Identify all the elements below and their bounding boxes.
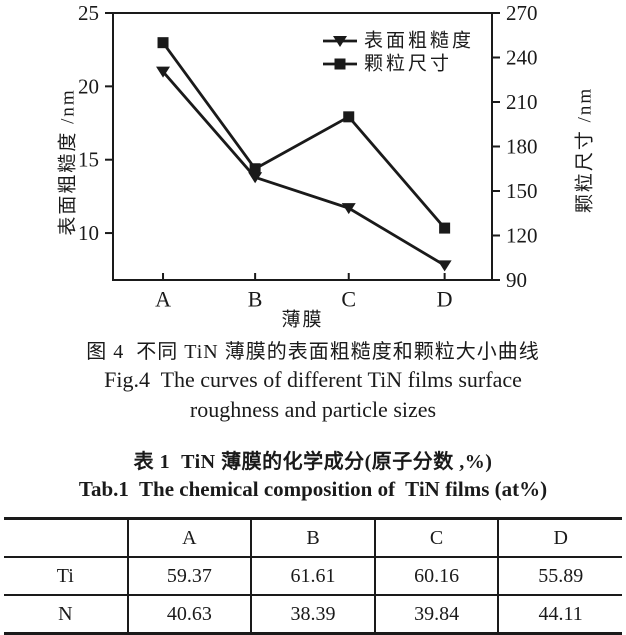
series-line-particle-size xyxy=(161,41,446,229)
table-column-header: D xyxy=(497,518,622,557)
table-cell: 60.16 xyxy=(373,557,499,595)
square-data-marker-icon xyxy=(249,163,261,175)
right-axis-tick-label: 210 xyxy=(506,90,538,114)
table-corner-cell xyxy=(4,519,128,558)
table-column-header: C xyxy=(373,518,499,557)
table-row-label: Ti xyxy=(56,564,74,587)
triangle-data-marker-icon xyxy=(248,172,263,184)
table-title-zh: 表 1 TiN 薄膜的化学成分(原子分数 ,%) xyxy=(133,451,493,473)
right-axis-tick-label: 120 xyxy=(506,224,538,248)
figure-caption: 图 4 不同 TiN 薄膜的表面粗糙度和颗粒大小曲线 Fig.4 The cur… xyxy=(0,339,626,425)
right-axis-tick-label: 270 xyxy=(506,1,538,25)
table-cell: 61.61 xyxy=(250,557,375,595)
table-row: Ti 59.37 61.61 60.16 55.89 xyxy=(4,557,622,595)
figure-4: 10 15 20 25 90 120 150 180 210 240 270 A B C D 薄膜 表面粗糙度 … xyxy=(0,1,626,425)
legend-label: 表面粗糙度 xyxy=(364,30,474,52)
left-axis-title: 表面粗糙度 /nm xyxy=(57,88,79,235)
right-axis-title: 颗粒尺寸 /nm xyxy=(574,87,596,213)
triangle-data-marker-icon xyxy=(437,260,452,272)
x-axis-title: 薄膜 xyxy=(281,309,323,331)
x-axis-tick-label: D xyxy=(437,287,453,312)
series-line-roughness xyxy=(161,70,446,267)
square-data-marker-icon xyxy=(343,111,355,123)
table-row-label: N xyxy=(58,602,73,625)
table-row: N 40.63 38.39 39.84 44.11 xyxy=(4,595,622,634)
triangle-data-marker-icon xyxy=(156,66,171,78)
right-axis-tick-label: 180 xyxy=(506,135,538,159)
x-axis-tick-label: A xyxy=(155,287,171,312)
table-cell: 38.39 xyxy=(250,595,375,634)
right-axis-tick-label: 90 xyxy=(506,268,527,292)
table-cell: 40.63 xyxy=(126,595,252,634)
table-column-header: A xyxy=(126,518,252,557)
legend-triangle-marker-icon xyxy=(333,36,347,47)
table-cell: 55.89 xyxy=(497,557,622,595)
square-data-marker-icon xyxy=(439,222,451,234)
roughness-particle-line-chart: 10 15 20 25 90 120 150 180 210 240 270 A B C D 薄膜 表面粗糙度 … xyxy=(57,1,596,331)
figure-caption-en-line2: roughness and particle sizes xyxy=(189,397,437,422)
composition-table-body: Ti 59.37 61.61 60.16 55.89 N 40.63 38.39 39.84 44… xyxy=(4,557,622,634)
x-axis-tick-label: C xyxy=(341,287,356,312)
table-cell: 39.84 xyxy=(373,595,499,634)
left-axis-tick-label: 20 xyxy=(78,74,99,98)
left-axis-tick-label: 10 xyxy=(78,221,99,245)
left-axis-tick-label: 15 xyxy=(78,148,99,172)
triangle-data-marker-icon xyxy=(341,203,356,215)
legend-square-marker-icon xyxy=(334,58,346,70)
table-cell: 59.37 xyxy=(126,557,252,595)
figure-caption-en-line1: Fig.4 The curves of different TiN films … xyxy=(104,367,522,392)
x-axis-tick-label: B xyxy=(248,287,263,312)
square-data-marker-icon xyxy=(157,37,169,49)
legend-label: 颗粒尺寸 xyxy=(364,53,452,75)
left-axis-tick-label: 25 xyxy=(78,1,99,25)
table-title-en: Tab.1 The chemical composition of TiN fi… xyxy=(78,477,548,501)
table-column-header: B xyxy=(250,518,375,557)
right-axis-tick-label: 240 xyxy=(506,46,538,70)
figure-caption-zh: 图 4 不同 TiN 薄膜的表面粗糙度和颗粒大小曲线 xyxy=(86,341,540,363)
right-axis-tick-label: 150 xyxy=(506,179,538,203)
table-cell: 44.11 xyxy=(497,595,622,634)
